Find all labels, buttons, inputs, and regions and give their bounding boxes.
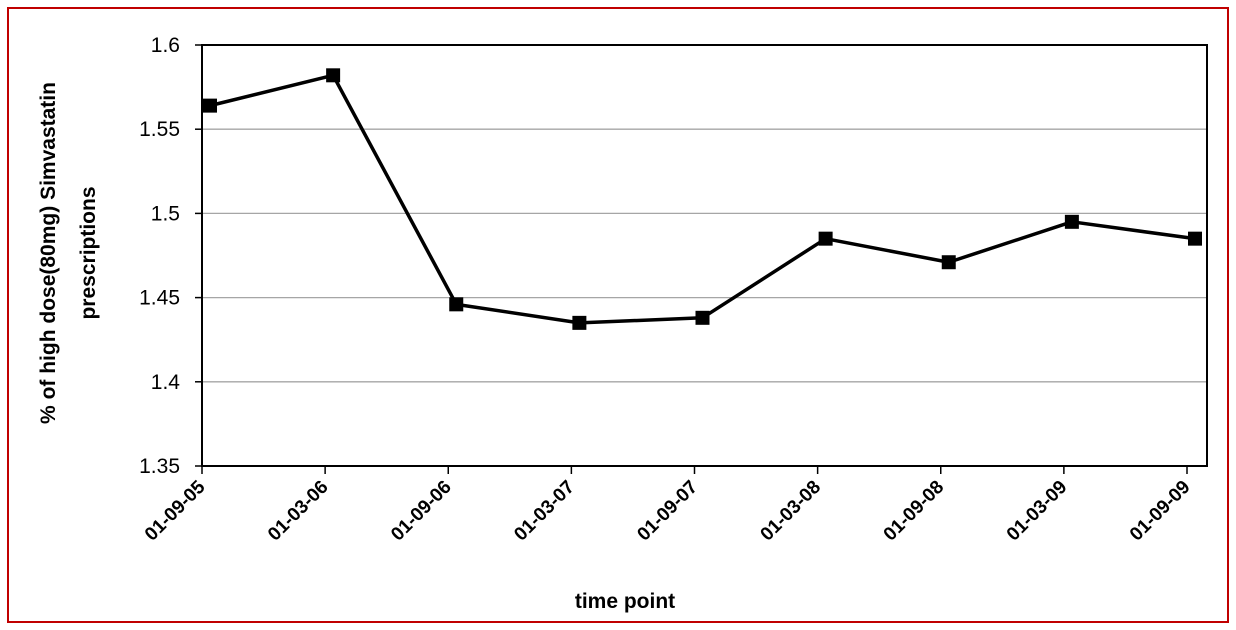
y-tick-label: 1.4 (151, 371, 181, 394)
data-point-marker (695, 310, 710, 325)
y-tick-label: 1.45 (139, 287, 180, 310)
x-tick-label: 01-03-09 (1003, 477, 1072, 546)
plot-area-border (201, 44, 1208, 467)
x-axis-title: time point (575, 590, 675, 613)
data-point-marker (572, 315, 587, 330)
x-axis-ticks: 01-09-05 01-03-06 01-09-06 01-03-07 01-09-07… (141, 466, 1195, 545)
y-tick-label: 1.55 (139, 118, 180, 141)
data-series (203, 68, 1202, 330)
y-tick-label: 1.35 (139, 455, 180, 478)
axes (201, 44, 1208, 467)
y-axis-ticks: 1.35 1.4 1.45 1.5 1.55 1.6 (139, 34, 202, 478)
y-axis-title: % of high dose(80mg) Simvastatin prescri… (37, 82, 100, 424)
x-tick-label: 01-03-06 (264, 477, 333, 546)
data-point-marker (941, 255, 956, 270)
x-tick-label: 01-09-06 (387, 477, 456, 546)
series-line (209, 73, 1196, 325)
x-tick-label: 01-09-07 (633, 477, 702, 546)
gridlines (202, 44, 1207, 383)
data-point-marker (1064, 214, 1079, 229)
x-tick-label: 01-09-05 (141, 476, 210, 545)
data-point-marker (203, 98, 217, 113)
x-tick-label: 01-03-07 (510, 477, 579, 546)
x-tick-label: 01-09-08 (880, 477, 949, 546)
y-axis-title-line-2: prescriptions (77, 186, 100, 319)
y-tick-label: 1.6 (151, 34, 180, 57)
x-tick-label: 01-09-09 (1126, 477, 1195, 546)
y-tick-label: 1.5 (151, 202, 180, 225)
y-axis-title-line-1: % of high dose(80mg) Simvastatin (37, 82, 60, 424)
data-point-marker (326, 68, 341, 83)
data-point-marker (818, 231, 833, 246)
data-point-marker (1188, 231, 1202, 246)
x-tick-label: 01-03-08 (757, 477, 826, 546)
data-point-marker (449, 297, 464, 312)
